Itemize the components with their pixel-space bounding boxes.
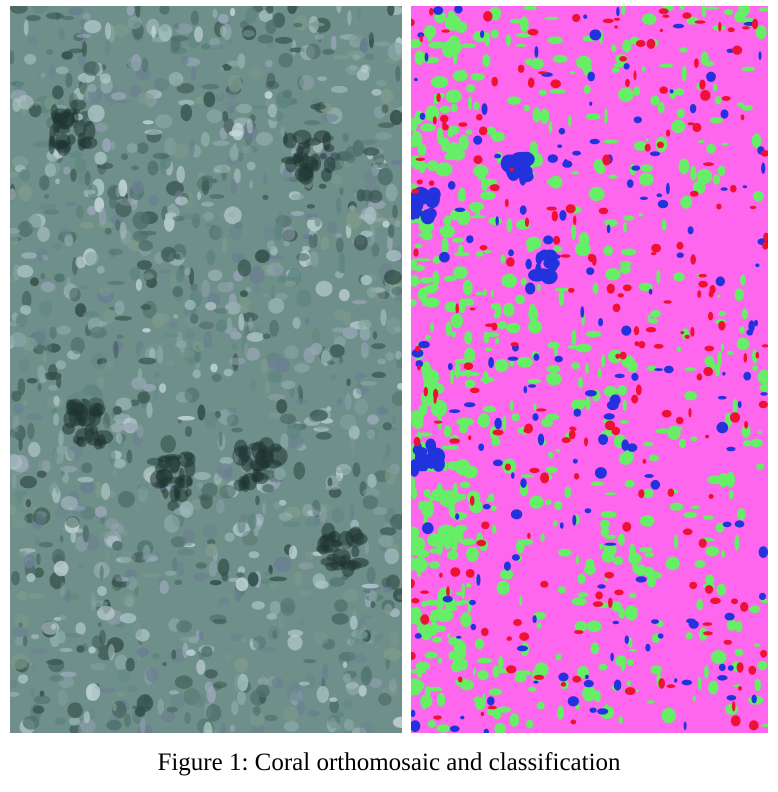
classification-map-image xyxy=(411,6,768,733)
orthomosaic-image xyxy=(10,6,402,733)
figure-caption: Figure 1: Coral orthomosaic and classifi… xyxy=(157,749,621,776)
orthomosaic-texture xyxy=(10,6,402,733)
classification-texture xyxy=(411,6,768,733)
